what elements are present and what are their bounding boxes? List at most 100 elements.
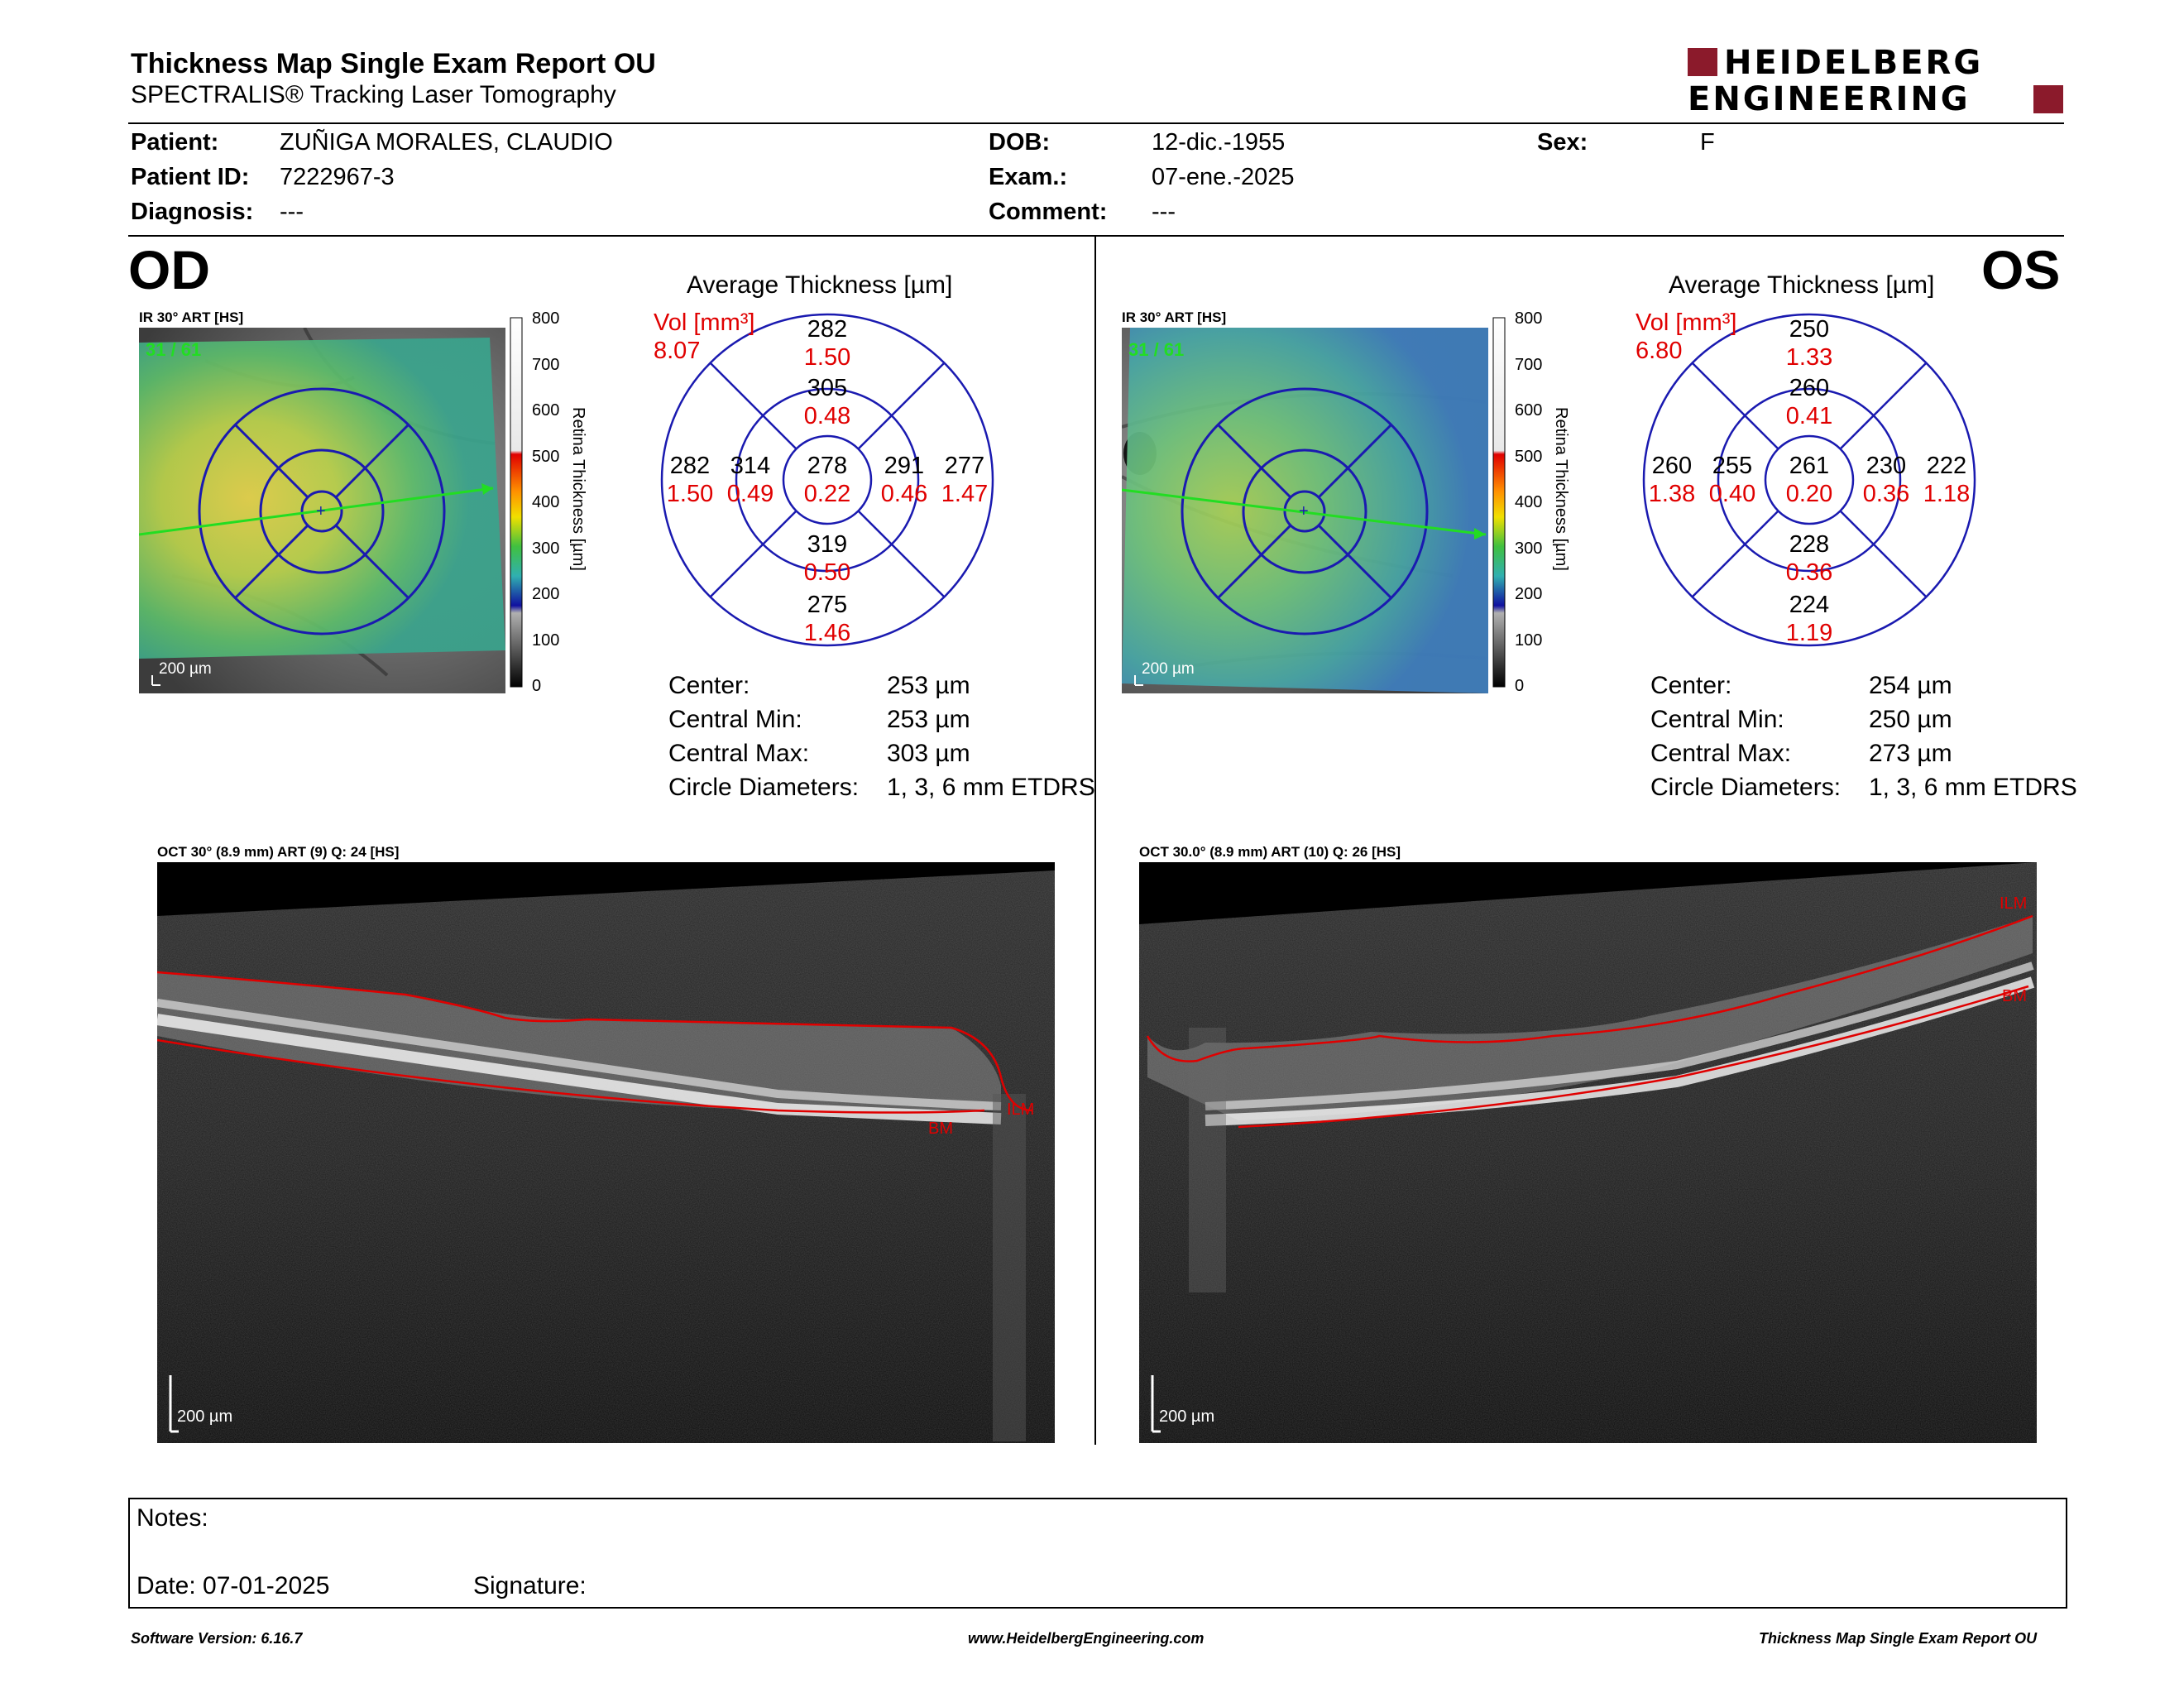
colorbar-tick: 600: [1515, 401, 1542, 420]
od-stat-label: Central Max:: [668, 740, 810, 767]
od-fundus-scale: 200 µm: [159, 660, 212, 678]
od-ilm-label: ILM: [1007, 1101, 1034, 1119]
colorbar-tick: 600: [532, 401, 559, 420]
od-outer-tem-thickness: 282: [670, 453, 710, 479]
od-inner-sup-vol: 0.48: [804, 403, 850, 429]
od-frame-count: 31 / 61: [146, 339, 201, 360]
od-oct-label: OCT 30° (8.9 mm) ART (9) Q: 24 [HS]: [157, 844, 400, 860]
colorbar-tick: 500: [1515, 448, 1542, 466]
od-inner-tem-thickness: 314: [730, 453, 770, 479]
colorbar-tick: 700: [532, 356, 559, 374]
colorbar-tick: 700: [1515, 356, 1542, 374]
software-version: Software Version: 6.16.7: [131, 1630, 303, 1647]
os-vol-total: 6.80: [1636, 338, 1683, 364]
os-etdrs-grid: 250 1.33 260 0.41 261 0.20 255 0.40 230 …: [1642, 313, 1976, 647]
od-outer-sup-vol: 1.50: [804, 344, 850, 371]
od-stats-labels: Center: Central Min: Central Max: Circle…: [668, 669, 859, 804]
os-outer-nas-thickness: 260: [1652, 453, 1692, 479]
os-stat-label: Center:: [1650, 672, 1732, 699]
os-bm-label: BM: [2002, 987, 2027, 1005]
od-stat-label: Center:: [668, 672, 750, 699]
os-stat-label: Circle Diameters:: [1650, 774, 1842, 801]
od-outer-sup-thickness: 282: [807, 316, 847, 343]
comment: ---: [1152, 199, 1176, 225]
os-stat-label: Central Min:: [1650, 706, 1784, 733]
od-outer-nas-vol: 1.47: [941, 481, 988, 507]
od-inner-nas-thickness: 291: [884, 453, 924, 479]
colorbar-tick: 100: [532, 631, 559, 650]
os-stat-value: 254 µm: [1869, 672, 1952, 699]
eye-label-od: OD: [128, 239, 210, 300]
date-label: Date: 07-01-2025: [136, 1572, 330, 1599]
os-outer-sup-vol: 1.33: [1786, 344, 1832, 371]
center-divider: [1094, 237, 1096, 1445]
od-ir-label: IR 30° ART [HS]: [139, 309, 244, 325]
colorbar-tick: 800: [532, 309, 559, 328]
od-thickness-map: + 31 / 61 200 µm: [139, 328, 505, 693]
od-outer-inf-vol: 1.46: [804, 620, 850, 646]
colorbar-tick: 200: [1515, 585, 1542, 603]
od-stat-label: Central Min:: [668, 706, 802, 733]
od-stat-value: 253 µm: [887, 672, 970, 699]
os-inner-inf-thickness: 228: [1789, 531, 1829, 558]
svg-text:+: +: [316, 502, 326, 520]
report-subtitle: SPECTRALIS® Tracking Laser Tomography: [131, 81, 616, 108]
os-oct-label: OCT 30.0° (8.9 mm) ART (10) Q: 26 [HS]: [1139, 844, 1401, 860]
patient-id: 7222967-3: [280, 164, 395, 190]
od-stat-value: 1, 3, 6 mm ETDRS: [887, 774, 1095, 801]
os-fundus-scale: 200 µm: [1142, 660, 1195, 678]
svg-text:+: +: [1299, 502, 1309, 520]
colorbar-tick: 200: [532, 585, 559, 603]
os-stat-value: 273 µm: [1869, 740, 1952, 767]
logo-block-right: [2033, 85, 2063, 113]
os-vol-label: Vol [mm³]: [1636, 309, 1737, 336]
os-inner-sup-vol: 0.41: [1786, 403, 1832, 429]
os-center-thickness: 261: [1789, 453, 1829, 479]
os-outer-inf-vol: 1.19: [1786, 620, 1832, 646]
os-inner-nas-thickness: 255: [1712, 453, 1752, 479]
od-stat-value: 303 µm: [887, 740, 970, 767]
colorbar-title: Retina Thickness [µm]: [1552, 407, 1570, 571]
os-oct-scale: 200 µm: [1159, 1407, 1214, 1426]
logo-text-top: HEIDELBERG: [1724, 44, 1984, 82]
od-stats-values: 253 µm 253 µm 303 µm 1, 3, 6 mm ETDRS: [887, 669, 1095, 804]
colorbar-tick: 800: [1515, 309, 1542, 328]
od-oct-scale: 200 µm: [177, 1407, 232, 1426]
os-oct-bscan: ILM BM 200 µm: [1139, 862, 2037, 1443]
colorbar-title: Retina Thickness [µm]: [569, 407, 587, 571]
os-inner-tem-vol: 0.36: [1863, 481, 1909, 507]
od-avg-title: Average Thickness [µm]: [687, 271, 953, 299]
os-thickness-map: + 31 / 61 200 µm: [1122, 328, 1488, 693]
od-colorbar: 800 700 600 500 400 300 200 100 0 Retina…: [510, 309, 587, 695]
os-avg-title: Average Thickness [µm]: [1669, 271, 1935, 299]
patient-name: ZUÑIGA MORALES, CLAUDIO: [280, 129, 613, 156]
os-stat-value: 1, 3, 6 mm ETDRS: [1869, 774, 2077, 801]
patient-label: Patient:: [131, 129, 219, 156]
sex-label: Sex:: [1537, 129, 1588, 156]
od-vol-block: Vol [mm³] 8.07: [654, 309, 754, 365]
diagnosis: ---: [280, 199, 304, 225]
os-inner-nas-vol: 0.40: [1709, 481, 1755, 507]
os-outer-sup-thickness: 250: [1789, 316, 1829, 343]
os-stats-values: 254 µm 250 µm 273 µm 1, 3, 6 mm ETDRS: [1869, 669, 2077, 804]
diagnosis-label: Diagnosis:: [131, 199, 254, 225]
od-stat-label: Circle Diameters:: [668, 774, 860, 801]
od-outer-tem-vol: 1.50: [667, 481, 713, 507]
colorbar-tick: 0: [532, 677, 541, 695]
eye-label-os: OS: [1981, 239, 2061, 300]
colorbar-tick: 400: [1515, 493, 1542, 511]
notes-box[interactable]: Notes: Date: 07-01-2025 Signature:: [128, 1498, 2067, 1609]
os-inner-tem-thickness: 230: [1866, 453, 1906, 479]
od-inner-inf-vol: 0.50: [804, 559, 850, 586]
logo-text-bottom: ENGINEERING: [1688, 80, 1971, 118]
od-inner-sup-thickness: 305: [807, 375, 847, 401]
os-outer-tem-vol: 1.18: [1923, 481, 1970, 507]
od-bm-label: BM: [928, 1120, 953, 1138]
os-colorbar: 800 700 600 500 400 300 200 100 0 Retina…: [1492, 309, 1570, 695]
os-vol-block: Vol [mm³] 6.80: [1636, 309, 1736, 365]
os-outer-nas-vol: 1.38: [1649, 481, 1695, 507]
header-divider: [128, 122, 2064, 124]
colorbar-tick: 500: [532, 448, 559, 466]
od-oct-bscan: ILM BM 200 µm: [157, 862, 1055, 1443]
os-ilm-label: ILM: [2000, 894, 2027, 913]
